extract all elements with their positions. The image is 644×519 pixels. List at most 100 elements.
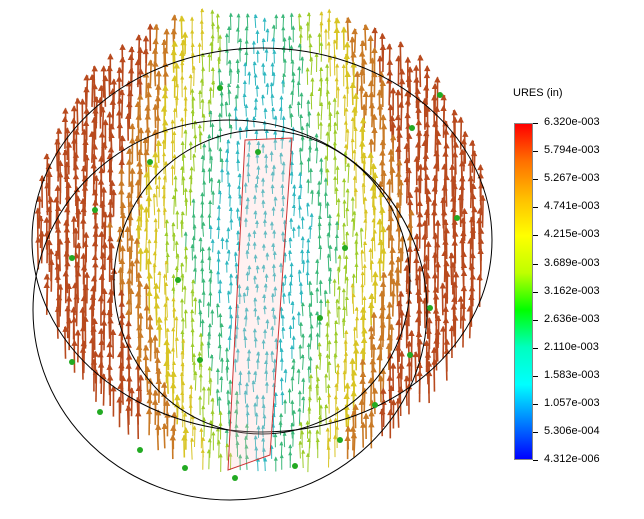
- arrow-head: [208, 277, 213, 282]
- arrow-head: [416, 338, 424, 345]
- legend-tick-label: 3.162e-003: [544, 284, 600, 297]
- arrow-head: [461, 207, 468, 214]
- arrow-head: [380, 225, 387, 233]
- arrow-head: [361, 182, 366, 187]
- arrow-head: [136, 324, 143, 331]
- arrow-head: [405, 166, 412, 174]
- arrow-head: [145, 82, 153, 89]
- arrow-head: [106, 253, 113, 260]
- arrow-head: [289, 171, 294, 176]
- arrow-head: [296, 224, 301, 229]
- arrow-head: [171, 286, 176, 291]
- arrow-head: [262, 293, 267, 298]
- arrow-head: [188, 403, 193, 408]
- arrow-head: [261, 143, 266, 148]
- arrow-head: [171, 14, 178, 21]
- displacement-arrow: [176, 84, 179, 106]
- arrow-head: [118, 144, 126, 151]
- arrow-head: [245, 13, 250, 18]
- arrow-head: [183, 231, 188, 236]
- arrow-head: [54, 204, 62, 212]
- arrow-head: [318, 121, 323, 126]
- arrow-head: [90, 285, 97, 292]
- arrow-head: [233, 251, 238, 256]
- arrow-head: [326, 383, 331, 388]
- arrow-head: [468, 285, 476, 292]
- arrow-head: [234, 423, 239, 428]
- arrow-head: [155, 367, 162, 374]
- node-marker: [175, 277, 181, 283]
- arrow-head: [175, 253, 180, 258]
- arrow-head: [288, 281, 293, 286]
- arrow-head: [183, 106, 188, 111]
- arrow-head: [305, 258, 310, 263]
- arrow-head: [80, 128, 88, 135]
- arrow-head: [200, 246, 205, 251]
- arrow-head: [350, 432, 358, 439]
- node-marker: [427, 305, 433, 311]
- arrow-head: [88, 303, 96, 310]
- arrow-head: [397, 385, 404, 392]
- arrow-head: [289, 344, 294, 349]
- arrow-head: [157, 175, 162, 180]
- arrow-head: [201, 290, 206, 295]
- arrow-head: [394, 113, 402, 121]
- arrow-head: [244, 39, 249, 44]
- arrow-head: [282, 36, 287, 42]
- arrow-head: [152, 161, 159, 168]
- arrow-head: [92, 222, 100, 229]
- arrow-head: [468, 293, 475, 301]
- arrow-head: [396, 131, 403, 138]
- arrow-head: [262, 71, 267, 76]
- arrow-head: [119, 43, 126, 50]
- arrow-head: [252, 194, 257, 199]
- arrow-head: [99, 251, 107, 258]
- arrow-head: [289, 217, 294, 222]
- arrow-head: [198, 362, 203, 367]
- arrow-head: [172, 130, 177, 135]
- node-marker: [182, 465, 188, 471]
- displacement-arrow: [347, 163, 350, 183]
- arrow-head: [163, 302, 168, 307]
- arrow-head: [243, 335, 248, 341]
- legend-tick-mark: [533, 460, 538, 462]
- arrow-head: [116, 97, 124, 104]
- arrow-head: [386, 301, 394, 308]
- arrow-head: [64, 305, 71, 312]
- displacement-arrow: [418, 55, 422, 88]
- arrow-head: [389, 87, 397, 94]
- arrow-head: [54, 249, 61, 257]
- arrow-head: [210, 122, 215, 127]
- displacement-arrow: [82, 341, 86, 374]
- arrow-head: [397, 179, 404, 186]
- arrow-head: [147, 59, 154, 66]
- arrow-head: [376, 89, 384, 96]
- arrow-head: [262, 304, 267, 310]
- arrow-head: [117, 351, 124, 358]
- arrow-head: [73, 261, 81, 268]
- arrow-head: [170, 48, 177, 56]
- arrow-head: [306, 99, 311, 104]
- arrow-head: [207, 331, 212, 336]
- arrow-head: [70, 105, 78, 112]
- arrow-head: [127, 67, 135, 74]
- displacement-arrow: [91, 74, 94, 107]
- arrow-head: [126, 147, 133, 154]
- legend-tick-mark: [533, 319, 538, 321]
- arrow-head: [107, 166, 114, 173]
- arrow-head: [371, 71, 378, 78]
- arrow-head: [440, 196, 447, 203]
- arrow-head: [319, 11, 324, 16]
- arrow-head: [169, 434, 177, 441]
- arrow-head: [318, 279, 323, 284]
- arrow-head: [263, 457, 268, 462]
- arrow-head: [180, 350, 185, 355]
- arrow-head: [174, 336, 179, 341]
- arrow-head: [244, 423, 249, 428]
- arrow-head: [451, 218, 458, 225]
- arrow-head: [264, 163, 269, 168]
- arrow-head: [307, 395, 312, 401]
- arrow-head: [262, 218, 267, 223]
- arrow-head: [234, 408, 239, 414]
